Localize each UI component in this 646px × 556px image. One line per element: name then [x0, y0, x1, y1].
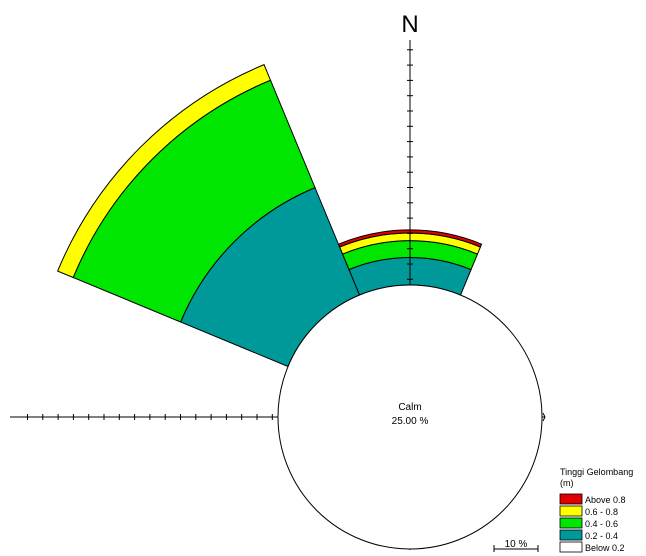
legend-title: Tinggi Gelombang — [560, 467, 633, 477]
sectors-layer — [56, 63, 483, 368]
sector-n-above-0-8 — [337, 229, 483, 248]
legend-swatch — [559, 505, 583, 517]
legend-label: 0.2 - 0.4 — [585, 531, 618, 541]
legend-swatch — [559, 541, 583, 553]
legend-swatch — [559, 517, 583, 529]
legend: Tinggi Gelombang (m) Above 0.8 0.6 - 0.8 0… — [559, 467, 633, 553]
calm-label: Calm — [398, 402, 421, 413]
legend-unit: (m) — [560, 478, 574, 488]
legend-swatch — [559, 529, 583, 541]
legend-label: Above 0.8 — [585, 495, 626, 505]
scale-bar: 10 % — [493, 539, 539, 552]
north-label: N — [401, 11, 418, 38]
calm-circle — [277, 284, 543, 550]
sector-nw-0-6-0-8 — [56, 63, 272, 279]
legend-label: 0.4 - 0.6 — [585, 519, 618, 529]
east-arrow — [542, 412, 546, 418]
legend-label: Below 0.2 — [585, 543, 625, 553]
scale-bar-label: 10 % — [505, 539, 528, 550]
legend-items: Above 0.8 0.6 - 0.8 0.4 - 0.6 0.2 - 0.4 Belo… — [559, 493, 626, 553]
calm-value: 25.00 % — [392, 416, 429, 427]
legend-label: 0.6 - 0.8 — [585, 507, 618, 517]
legend-swatch — [559, 493, 583, 505]
east-arrow — [542, 416, 546, 422]
